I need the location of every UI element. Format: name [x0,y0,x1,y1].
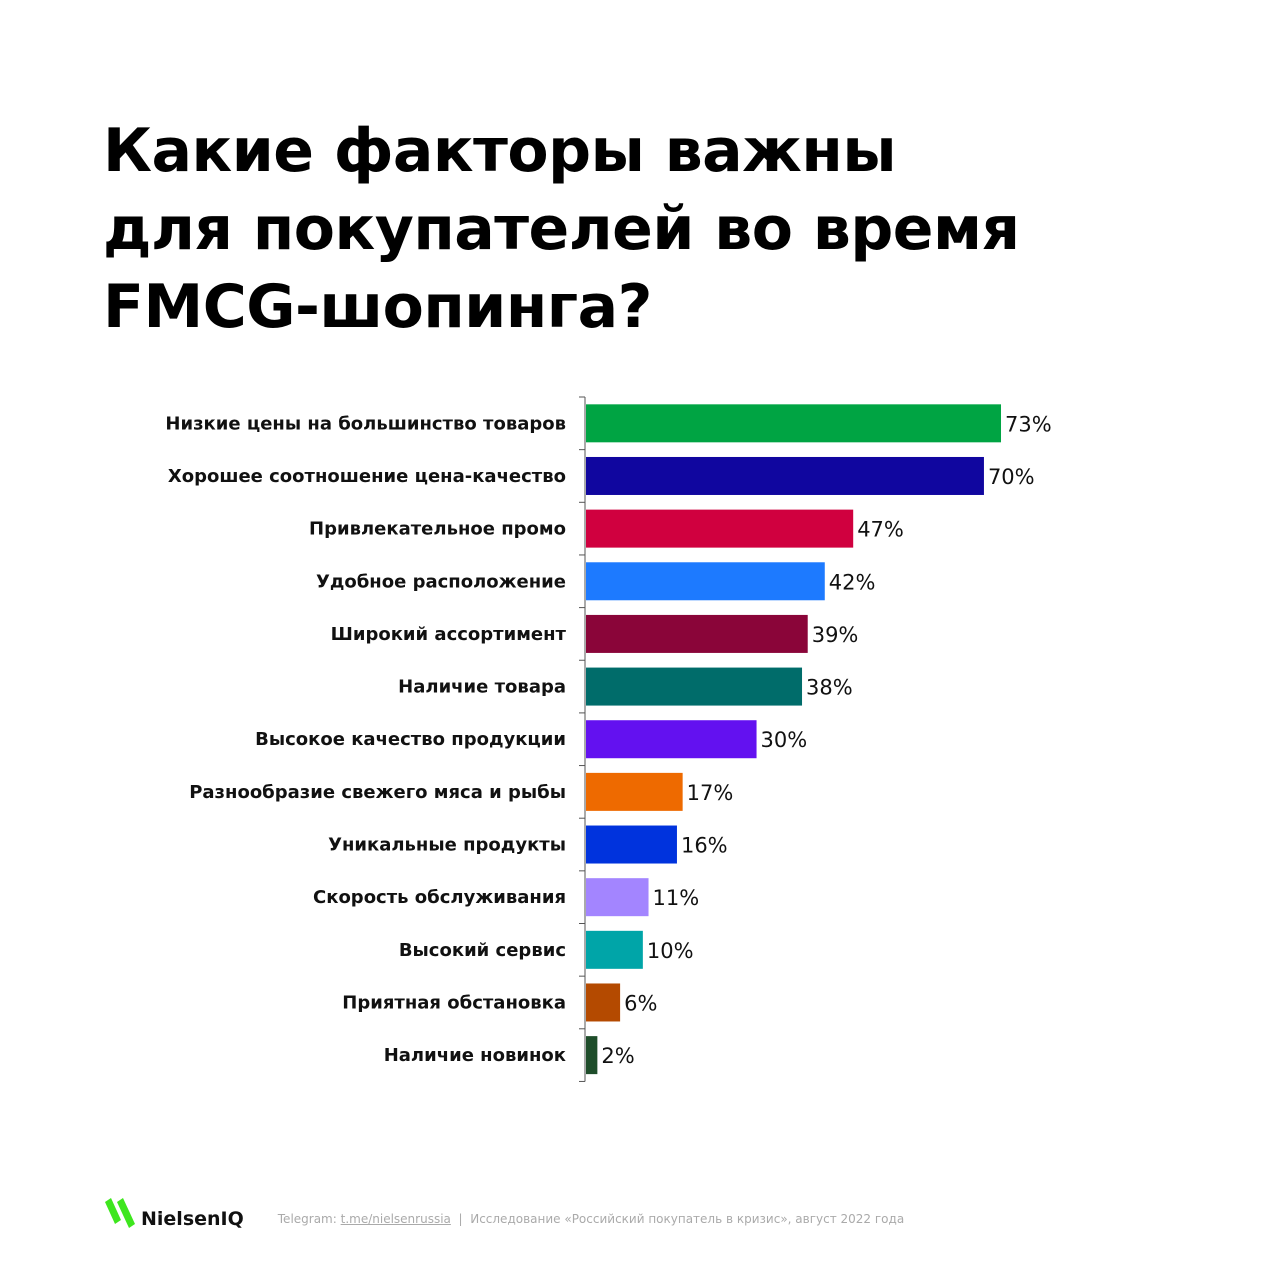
separator: | [458,1212,463,1226]
category-label: Разнообразие свежего мяса и рыбы [189,782,566,803]
data-label: 6% [624,991,657,1015]
category-label: Наличие товара [398,677,566,698]
title-line: Какие факторы важны [103,116,897,186]
title-line: для покупателей во время [103,194,1020,264]
category-label: Высокий сервис [399,940,566,961]
bar [586,825,677,864]
nielseniq-logo-icon [105,1198,135,1228]
data-label: 38% [806,676,853,700]
category-label: Широкий ассортимент [331,624,567,645]
data-label: 73% [1005,412,1052,436]
data-label: 70% [988,465,1035,489]
bar [586,667,803,706]
data-label: 42% [829,570,876,594]
source-note: Telegram: t.me/nielsenrussia | Исследова… [278,1212,904,1226]
data-label: 39% [812,623,859,647]
data-label: 2% [601,1044,634,1068]
bar [586,772,683,811]
bar [586,456,984,495]
bar [586,983,621,1022]
bar [586,930,643,969]
bar [586,614,808,653]
data-label: 11% [653,886,700,910]
category-label: Высокое качество продукции [255,729,566,750]
data-label: 47% [857,518,904,542]
footer: NielsenIQ Telegram: t.me/nielsenrussia |… [105,1196,904,1230]
category-label: Привлекательное промо [309,519,566,540]
category-label: Приятная обстановка [342,992,566,1013]
telegram-link[interactable]: t.me/nielsenrussia [340,1212,451,1226]
bar [586,562,825,601]
bar [586,509,854,548]
telegram-label: Telegram: [277,1212,337,1226]
title-line: FMCG-шопинга? [103,272,652,342]
source-text: Исследование «Российский покупатель в кр… [470,1212,905,1226]
bar [586,878,649,917]
category-label: Низкие цены на большинство товаров [165,413,566,434]
bar [586,1036,598,1075]
category-label: Удобное расположение [316,571,566,592]
category-label: Хорошее соотношение цена-качество [168,466,566,487]
bar [586,720,757,759]
logo-text: NielsenIQ [141,1208,244,1230]
page-title: Какие факторы важны для покупателей во в… [103,112,1103,346]
bar [586,404,1002,443]
data-label: 30% [761,728,808,752]
category-label: Наличие новинок [384,1045,566,1066]
data-label: 10% [647,939,694,963]
data-label: 17% [687,781,734,805]
category-label: Скорость обслуживания [313,887,566,908]
category-label: Уникальные продукты [328,835,566,856]
data-label: 16% [681,834,728,858]
